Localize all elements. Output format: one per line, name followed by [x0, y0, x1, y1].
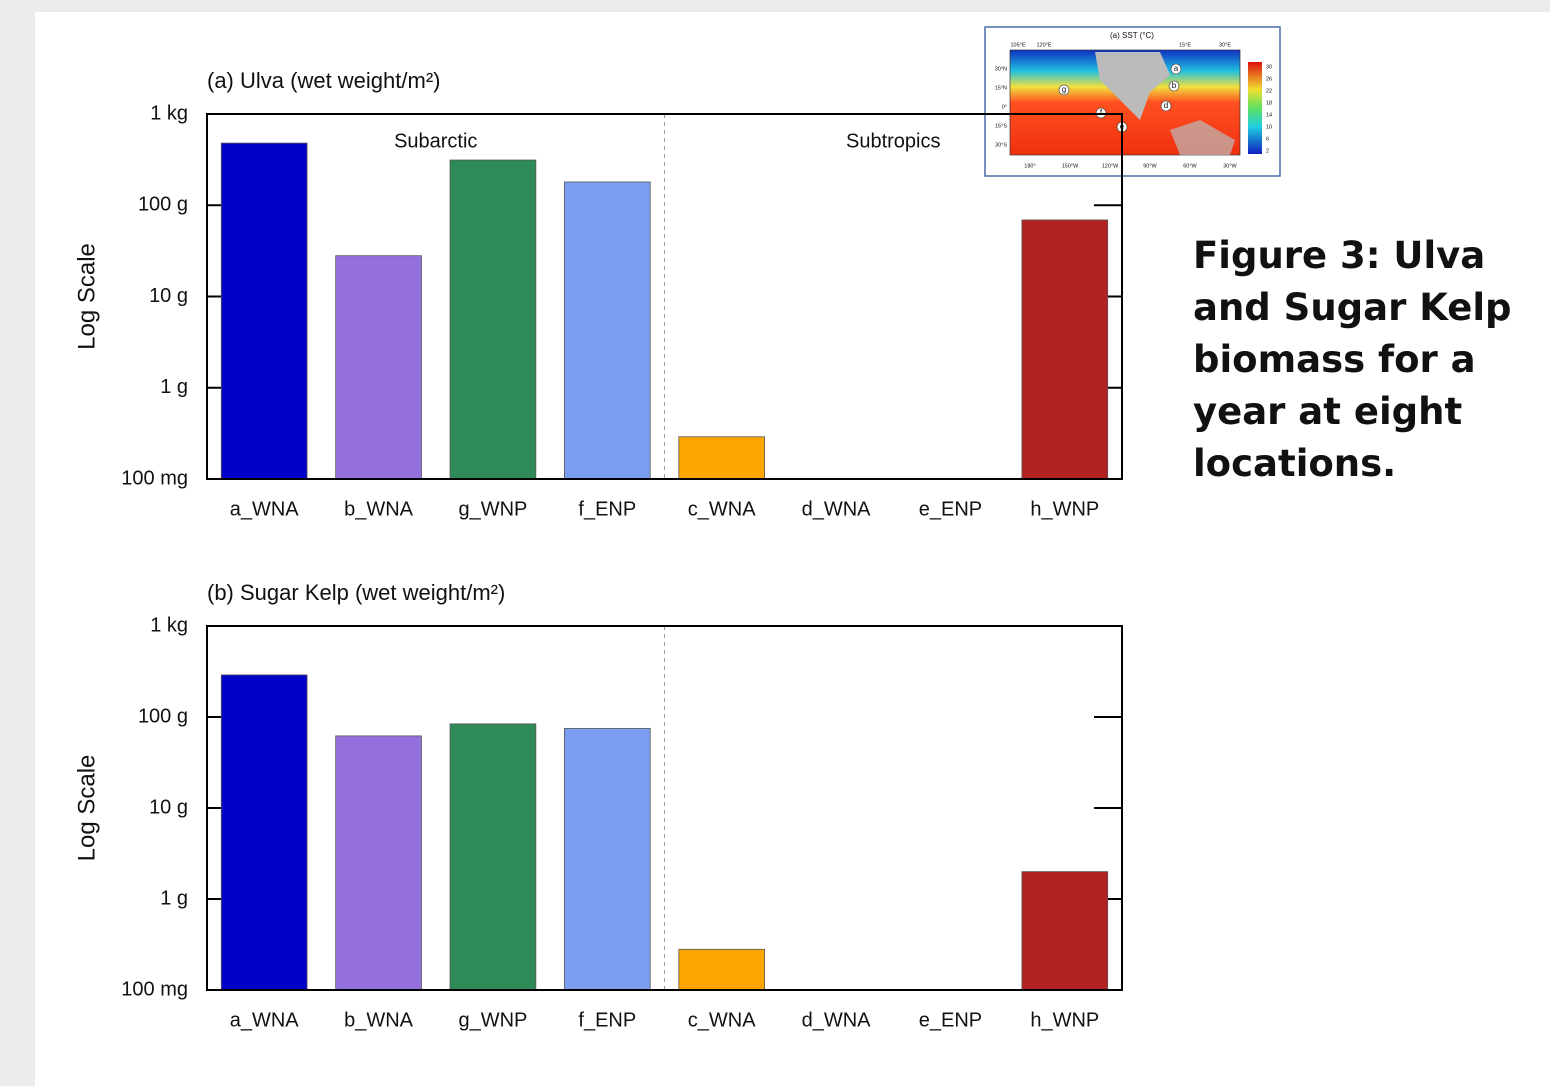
y-tick-label: 100 mg [121, 467, 188, 489]
x-tick-label: b_WNA [344, 498, 414, 520]
map-lon-label: 150°W [1062, 163, 1079, 169]
x-tick-label: c_WNA [688, 1009, 756, 1031]
x-tick-label: d_WNA [802, 1009, 872, 1031]
bar [221, 675, 307, 990]
x-tick-label: a_WNA [230, 1009, 300, 1031]
region-label: Subarctic [394, 130, 477, 152]
x-tick-label: d_WNA [802, 498, 872, 520]
colorbar [1248, 62, 1262, 154]
colorbar-label: 26 [1266, 76, 1272, 82]
map-lat-label: 30°N [995, 66, 1007, 72]
y-tick-label: 100 mg [121, 978, 188, 1000]
bar [336, 256, 422, 479]
site-label: g [1062, 85, 1066, 94]
map-lon-label: 30°W [1223, 163, 1237, 169]
colorbar-label: 30 [1266, 64, 1272, 70]
bar [1022, 872, 1108, 990]
bar [221, 143, 307, 479]
map-lon-label: 90°W [1143, 163, 1157, 169]
colorbar-label: 22 [1266, 88, 1272, 94]
colorbar-label: 2 [1266, 148, 1269, 154]
site-label: a [1174, 64, 1179, 73]
x-tick-label: f_ENP [578, 498, 636, 520]
bar [679, 437, 765, 479]
region-label: Subtropics [846, 130, 941, 152]
y-tick-label: 100 g [138, 705, 188, 727]
y-axis-title: Log Scale [73, 243, 100, 350]
colorbar-label: 14 [1266, 112, 1272, 118]
bar [1022, 220, 1108, 479]
x-tick-label: g_WNP [458, 498, 527, 520]
bar [564, 182, 650, 479]
charts: (a) SST (°C)105°E120°E15°E30°E180°150°W1… [0, 0, 1550, 1086]
bar [450, 724, 536, 990]
x-tick-label: g_WNP [458, 1009, 527, 1031]
colorbar-label: 6 [1266, 136, 1269, 142]
bar [450, 160, 536, 479]
bar [564, 728, 650, 990]
y-tick-label: 1 kg [150, 614, 188, 636]
colorbar-label: 10 [1266, 124, 1272, 130]
chart-title: (a) Ulva (wet weight/m²) [207, 68, 440, 93]
y-axis-title: Log Scale [73, 755, 100, 862]
page: (a) SST (°C)105°E120°E15°E30°E180°150°W1… [0, 0, 1550, 1086]
y-tick-label: 10 g [149, 796, 188, 818]
y-tick-label: 100 g [138, 194, 188, 216]
x-tick-label: h_WNP [1030, 1009, 1099, 1031]
map-lat-label: 30°S [995, 142, 1007, 148]
y-tick-label: 1 kg [150, 102, 188, 124]
x-tick-label: e_ENP [919, 498, 982, 520]
x-tick-label: f_ENP [578, 1009, 636, 1031]
map-lat-label: 15°S [995, 123, 1007, 129]
map-lon-label: 105°E [1010, 42, 1025, 48]
map-lon-label: 120°E [1036, 42, 1051, 48]
x-tick-label: b_WNA [344, 1009, 414, 1031]
map-lat-label: 0° [1002, 104, 1007, 110]
y-tick-label: 1 g [160, 887, 188, 909]
map-lat-label: 15°N [995, 85, 1007, 91]
chart-title: (b) Sugar Kelp (wet weight/m²) [207, 580, 505, 605]
map-lon-label: 15°E [1179, 42, 1191, 48]
bar [679, 949, 765, 990]
site-label: d [1164, 101, 1168, 110]
bar [336, 736, 422, 990]
y-tick-label: 1 g [160, 376, 188, 398]
map-lon-label: 180° [1024, 163, 1035, 169]
map-lon-label: 60°W [1183, 163, 1197, 169]
y-tick-label: 10 g [149, 285, 188, 307]
map-title: (a) SST (°C) [1110, 31, 1154, 40]
map-lon-label: 30°E [1219, 42, 1231, 48]
site-label: b [1172, 81, 1177, 90]
x-tick-label: c_WNA [688, 498, 756, 520]
x-tick-label: h_WNP [1030, 498, 1099, 520]
colorbar-label: 18 [1266, 100, 1272, 106]
map-lon-label: 120°W [1102, 163, 1119, 169]
x-tick-label: a_WNA [230, 498, 300, 520]
x-tick-label: e_ENP [919, 1009, 982, 1031]
caption: Figure 3: Ulva and Sugar Kelp biomass fo… [1193, 230, 1548, 490]
